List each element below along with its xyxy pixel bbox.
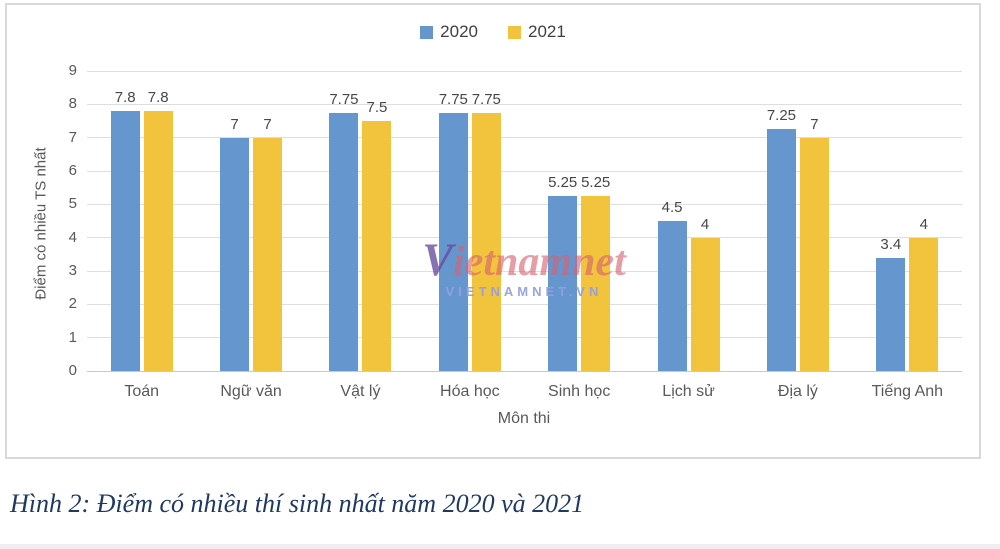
x-tick-label: Địa lý [777, 383, 818, 400]
x-tick-label: Sinh học [548, 383, 611, 400]
bar-value-label: 4 [919, 215, 928, 233]
legend-swatch-2021 [508, 25, 521, 39]
gridline [87, 370, 962, 372]
y-tick-label: 4 [68, 228, 77, 246]
gridline [87, 70, 962, 72]
bar-2020 [329, 112, 359, 371]
bar-2020 [766, 129, 796, 371]
bar-value-label: 7.75 [438, 90, 468, 108]
legend-label-2020: 2020 [440, 22, 478, 41]
y-tick-label: 5 [68, 195, 77, 213]
bar-value-label: 7.75 [329, 90, 359, 108]
x-axis-title: Môn thi [497, 410, 551, 427]
bar-value-label: 3.4 [880, 235, 902, 253]
y-tick-label: 2 [68, 295, 77, 313]
bottom-divider [0, 544, 1000, 549]
legend-swatch-2020 [420, 25, 434, 39]
x-tick-label: Vật lý [340, 383, 381, 400]
gridline [87, 170, 962, 172]
bar-2020 [110, 111, 140, 371]
bar-value-label: 7 [230, 115, 239, 133]
x-tick-label: Toán [124, 383, 160, 400]
y-tick-label: 6 [68, 162, 77, 179]
legend-label-2021: 2021 [528, 22, 566, 41]
chart-legend: 2020 2021 [7, 22, 979, 42]
y-tick-label: 0 [68, 362, 77, 379]
bar-2021 [690, 237, 720, 371]
bar-2021 [253, 137, 283, 371]
gridline [87, 270, 962, 272]
gridline [87, 203, 962, 205]
bar-value-label: 7.8 [114, 89, 136, 106]
y-tick-label: 7 [68, 128, 77, 146]
bar-2021 [581, 196, 611, 371]
gridline [87, 237, 962, 239]
y-tick-label: 9 [68, 62, 77, 79]
y-tick-label: 3 [68, 262, 77, 279]
bar-2020 [876, 257, 906, 371]
bar-2020 [657, 221, 687, 371]
figure-caption: Hình 2: Điểm có nhiều thí sinh nhất năm … [10, 489, 585, 518]
gridline [87, 337, 962, 339]
legend-item-2020: 2020 [420, 22, 478, 42]
bar-value-label: 4.5 [661, 199, 683, 216]
gridline [87, 303, 962, 305]
y-tick-label: 8 [68, 95, 77, 113]
bar-value-label: 7.25 [766, 107, 797, 125]
bar-2021 [471, 112, 501, 371]
gridline [87, 103, 962, 105]
x-tick-label: Ngữ văn [220, 383, 282, 400]
bar-2021 [909, 237, 939, 371]
plot-area: Vietnamnet VIETNAMNET.VN 0 1 2 3 4 5 6 7 8 9 7.8 7.… [69, 62, 962, 400]
x-tick-label: Hóa học [440, 383, 500, 400]
legend-item-2021: 2021 [508, 22, 566, 42]
bar-2020 [220, 137, 250, 371]
bar-2020 [438, 112, 468, 371]
bar-value-label: 7.75 [471, 90, 501, 108]
bar-value-label: 7 [263, 115, 272, 133]
bar-value-label: 7 [810, 115, 819, 133]
bar-value-label: 5.25 [581, 174, 611, 191]
bar-2021 [362, 121, 392, 371]
bar-2020 [548, 196, 578, 371]
gridline [87, 137, 962, 139]
bar-2021 [799, 137, 829, 371]
bar-2021 [143, 111, 173, 371]
bar-value-label: 5.25 [548, 174, 578, 191]
bar-value-label: 7.8 [147, 89, 169, 106]
bar-value-label: 7.5 [366, 99, 388, 116]
bar-value-label: 4 [700, 215, 710, 233]
x-tick-label: Lịch sử [662, 383, 715, 400]
chart-panel: 2020 2021 Điểm có nhiều TS nhất Vietnamn… [5, 3, 981, 459]
y-tick-label: 1 [68, 328, 77, 346]
x-tick-label: Tiếng Anh [871, 383, 944, 400]
